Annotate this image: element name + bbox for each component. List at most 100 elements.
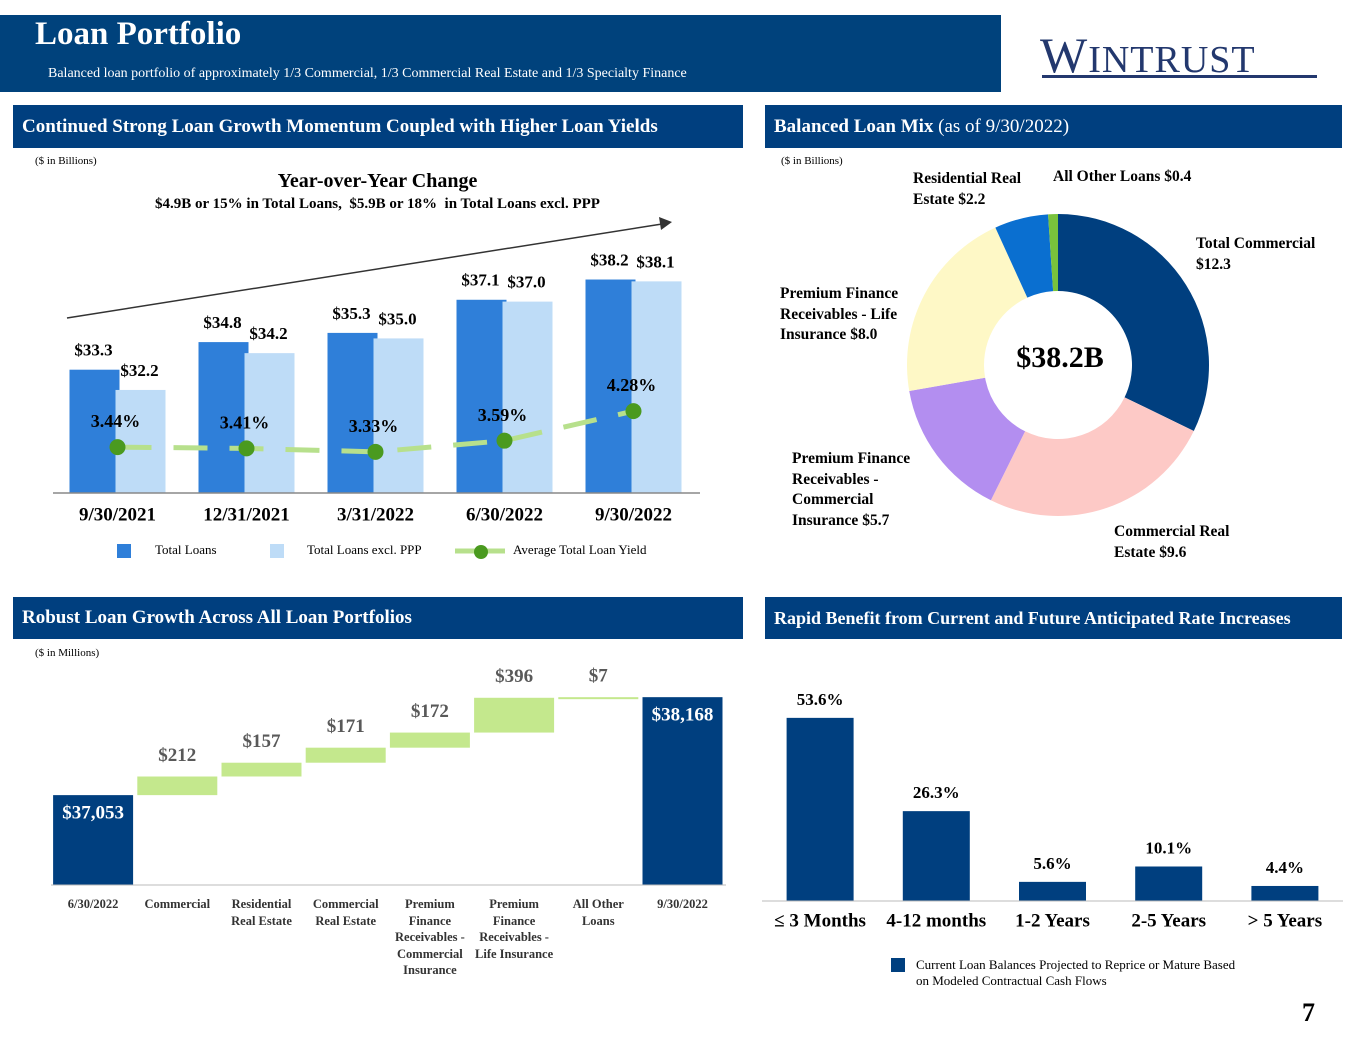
slice-label: Premium Finance Receivables - Commercial… bbox=[792, 449, 932, 531]
x-tick-label: Commercial Real Estate bbox=[312, 897, 379, 928]
bar bbox=[1019, 881, 1086, 901]
panel-title: Continued Strong Loan Growth Momentum Co… bbox=[22, 115, 658, 137]
x-tick-label: ≤ 3 Months bbox=[774, 910, 866, 931]
data-label: 53.6% bbox=[797, 690, 844, 709]
data-label: $37.0 bbox=[507, 273, 545, 292]
panel-note: (as of 9/30/2022) bbox=[938, 115, 1070, 137]
data-label: 4.4% bbox=[1266, 858, 1304, 877]
panel-header: Robust Loan Growth Across All Loan Portf… bbox=[13, 597, 743, 639]
data-label: 10.1% bbox=[1145, 838, 1192, 857]
x-tick-label: Premium Finance Receivables - Life Insur… bbox=[475, 897, 554, 961]
pie-slice bbox=[990, 397, 1194, 516]
data-label: $33.3 bbox=[74, 341, 112, 360]
slice-label: All Other Loans $0.4 bbox=[1053, 167, 1253, 188]
data-label: $37,053 bbox=[62, 802, 124, 823]
bar bbox=[902, 811, 970, 901]
x-tick-label: 9/30/2021 bbox=[79, 504, 156, 525]
center-label: $38.2B bbox=[1016, 341, 1104, 374]
data-label: $212 bbox=[158, 745, 196, 766]
panel-title: Robust Loan Growth Across All Loan Portf… bbox=[22, 607, 412, 628]
header-bar bbox=[0, 15, 1001, 92]
logo-rule bbox=[1042, 75, 1317, 78]
arrow-head bbox=[659, 217, 672, 230]
data-label: $35.3 bbox=[332, 304, 370, 323]
bar bbox=[1135, 866, 1203, 901]
x-tick-label: 6/30/2022 bbox=[67, 897, 119, 911]
chart-subtitle: $4.9B or 15% in Total Loans, $5.9B or 18… bbox=[155, 196, 600, 212]
data-label: $37.1 bbox=[461, 271, 499, 290]
pie-slice bbox=[995, 214, 1054, 298]
data-label: $34.2 bbox=[249, 324, 287, 343]
line-marker bbox=[496, 432, 513, 449]
increase-bar bbox=[137, 776, 218, 796]
unit-note: ($ in Millions) bbox=[35, 647, 100, 659]
increase-bar bbox=[221, 762, 302, 777]
x-tick-label: > 5 Years bbox=[1248, 910, 1323, 931]
slice-name: Premium Finance Receivables - Commercial… bbox=[792, 450, 911, 529]
panel-header: Rapid Benefit from Current and Future An… bbox=[765, 597, 1342, 639]
bar bbox=[502, 301, 553, 493]
data-label: 3.59% bbox=[478, 405, 528, 425]
bar bbox=[585, 279, 636, 493]
bar bbox=[327, 332, 378, 493]
data-label: $7 bbox=[589, 666, 609, 687]
slice-label: Premium Finance Receivables - Life Insur… bbox=[780, 284, 920, 346]
x-tick-label: 1-2 Years bbox=[1015, 910, 1090, 931]
bar bbox=[786, 717, 854, 901]
data-label: $35.0 bbox=[378, 309, 416, 328]
slice-value: $0.4 bbox=[1164, 168, 1192, 185]
data-label: $34.8 bbox=[203, 313, 241, 332]
panel-title: Rapid Benefit from Current and Future An… bbox=[774, 607, 1291, 628]
slice-value: $2.2 bbox=[958, 190, 986, 208]
unit-note: ($ in Billions) bbox=[781, 155, 843, 167]
x-tick-label: 3/31/2022 bbox=[337, 504, 414, 525]
slice-value: $5.7 bbox=[862, 511, 890, 529]
data-label: 26.3% bbox=[913, 783, 960, 802]
x-tick-label: 9/30/2022 bbox=[657, 897, 708, 911]
data-label: 3.41% bbox=[220, 413, 270, 433]
x-tick-label: All Other Loans bbox=[572, 897, 624, 928]
chart-title: Year-over-Year Change bbox=[277, 170, 478, 192]
increase-bar bbox=[558, 697, 639, 700]
bar bbox=[1251, 885, 1319, 901]
data-label: $157 bbox=[243, 731, 282, 752]
bar bbox=[198, 342, 249, 493]
x-tick-label: 2-5 Years bbox=[1131, 910, 1206, 931]
pie-slice bbox=[909, 377, 1026, 501]
slice-label: Residential Real Estate $2.2 bbox=[913, 169, 1043, 210]
bar bbox=[456, 299, 507, 493]
data-label: $32.2 bbox=[120, 361, 158, 380]
total-bar bbox=[53, 795, 134, 885]
page-title: Loan Portfolio bbox=[35, 16, 242, 52]
unit-note: ($ in Billions) bbox=[35, 155, 97, 167]
x-tick-label: 6/30/2022 bbox=[466, 504, 543, 525]
logo: WINTRUST bbox=[1040, 27, 1256, 83]
legend-label: Average Total Loan Yield bbox=[513, 542, 647, 557]
pie-slice bbox=[906, 227, 1028, 391]
trend-arrow bbox=[66, 223, 663, 319]
increase-bar bbox=[389, 732, 470, 748]
legend-swatch bbox=[117, 544, 131, 558]
data-label: $171 bbox=[327, 716, 365, 737]
legend-label: Current Loan Balances Projected to Repri… bbox=[916, 957, 1236, 988]
slice-name: All Other Loans bbox=[1053, 168, 1161, 185]
legend-swatch bbox=[270, 544, 284, 558]
increase-bar bbox=[474, 697, 555, 733]
line-marker bbox=[625, 403, 642, 420]
page-subtitle: Balanced loan portfolio of approximately… bbox=[48, 66, 687, 81]
bar bbox=[631, 281, 682, 493]
data-label: 5.6% bbox=[1033, 854, 1071, 873]
legend-label: Total Loans excl. PPP bbox=[307, 542, 422, 557]
data-label: 3.44% bbox=[91, 411, 141, 431]
line-marker bbox=[109, 439, 126, 456]
page-number: 7 bbox=[1302, 998, 1315, 1027]
legend-marker bbox=[474, 545, 488, 559]
data-label: $38.2 bbox=[590, 250, 628, 269]
line bbox=[117, 408, 635, 455]
slice-value: $12.3 bbox=[1196, 255, 1231, 273]
total-bar bbox=[642, 697, 723, 885]
bar bbox=[69, 369, 120, 493]
